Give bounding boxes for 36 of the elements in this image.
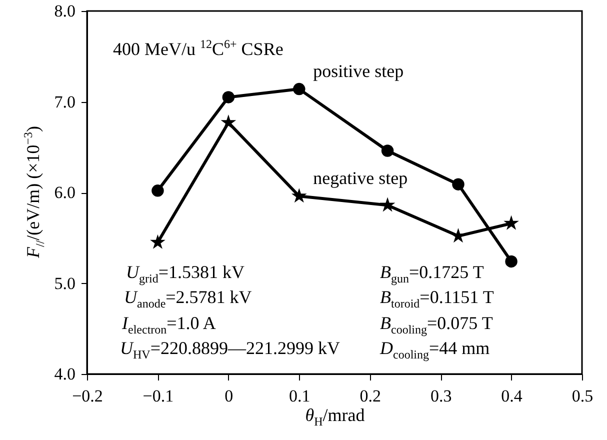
annotation: U$_{anode}$=2.5781 kV <box>124 287 252 313</box>
x-tick-label: 0.3 <box>430 386 452 406</box>
x-axis-title: θ$_{H}$/mrad <box>305 405 365 431</box>
x-tick-label: −0.2 <box>72 386 103 406</box>
x-tick-label: −0.1 <box>142 386 174 406</box>
point <box>291 188 307 203</box>
x-tick-label: 0 <box>224 386 234 406</box>
annotation: B$_{cooling}$=0.075 T <box>380 313 493 339</box>
y-tick-label: 5.0 <box>54 274 76 293</box>
point <box>293 82 306 96</box>
y-tick-label: 4.0 <box>54 364 76 384</box>
point <box>452 178 464 190</box>
series-label: negative step <box>313 168 408 188</box>
x-tick-label: 0.5 <box>572 386 594 406</box>
annotation: D$_{cooling}$=44 mm <box>380 338 490 364</box>
annotation: U$_{grid}$=1.5381 kV <box>126 262 244 288</box>
point <box>505 255 518 268</box>
point <box>504 215 519 230</box>
point <box>220 114 236 130</box>
point <box>380 197 396 212</box>
y-tick-label: 7.0 <box>54 92 76 112</box>
series-label: positive step <box>313 61 404 82</box>
point <box>222 91 235 104</box>
annotation: U$_{HV}$=220.8899—221.2999 kV <box>120 338 340 364</box>
annotation: I$_{electron}$=1.0 A <box>122 313 216 339</box>
annotation: 400 MeV/u $^{12}$C$^{6+}$ CSRe <box>113 36 284 59</box>
y-tick-label: 8.0 <box>54 2 76 20</box>
point <box>381 144 394 157</box>
point <box>150 234 166 249</box>
annotation: B$_{toroid}$=0.1151 T <box>380 287 494 313</box>
x-tick-label: 0.4 <box>501 386 523 406</box>
y-tick-label: 6.0 <box>54 183 76 202</box>
annotation: B$_{gun}$=0.1725 T <box>380 262 484 288</box>
x-tick-label: 0.1 <box>289 386 310 406</box>
point <box>152 184 164 197</box>
x-tick-label: 0.2 <box>360 386 381 406</box>
